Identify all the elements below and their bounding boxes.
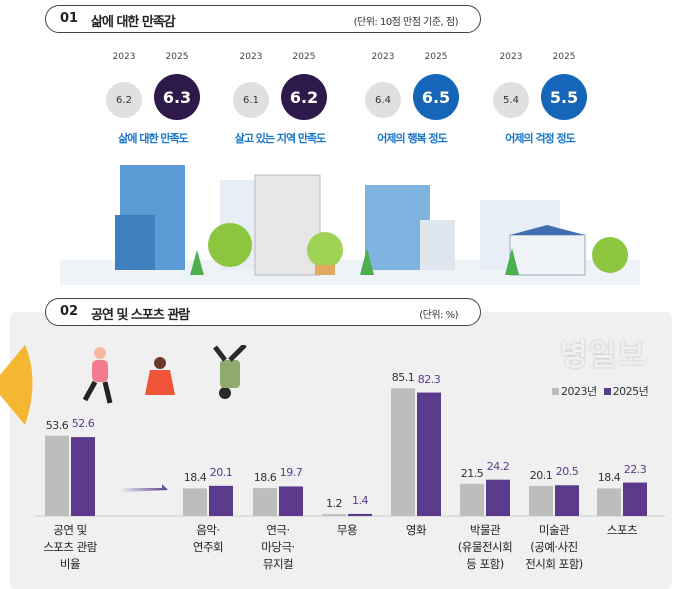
arrow-icon	[120, 484, 168, 492]
year-2025-label: 2025	[424, 52, 448, 62]
bar-2025년-4	[417, 392, 441, 516]
category-label: 연극· 마당극· 뮤지컬	[261, 523, 295, 571]
section1-number: 01	[60, 11, 79, 26]
year-2023-label: 2023	[239, 52, 263, 62]
year-2023-label: 2023	[499, 52, 523, 62]
bar-2025년-5	[486, 479, 510, 516]
watermark: 병일보	[560, 338, 646, 373]
metric-2: 2023 2025 6.4 6.5 어제의 행복 정도	[357, 52, 467, 145]
city-illustration	[60, 165, 640, 285]
year-2025-label: 2025	[552, 52, 576, 62]
dancers-illustration	[82, 345, 247, 404]
data-label: 20.1	[209, 465, 233, 479]
bar-2025년-3	[348, 513, 372, 516]
bar-2025년-1	[209, 485, 233, 516]
section2-header: 02 공연 및 스포츠 관람 (단위: %)	[45, 298, 481, 326]
year-2025-label: 2025	[165, 52, 189, 62]
metric-1: 2023 2025 6.1 6.2 살고 있는 지역 만족도	[225, 52, 335, 145]
bar-2023년-2	[253, 488, 277, 516]
data-label: 21.5	[460, 466, 484, 480]
chart-legend: 2023년 2025년	[552, 383, 649, 399]
section1-header: 01 삶에 대한 만족감 (단위: 10점 만점 기준, 점)	[45, 5, 481, 33]
data-label: 20.5	[555, 465, 579, 479]
bar-2025년-2	[279, 486, 303, 516]
section2-title: 공연 및 스포츠 관람	[91, 308, 190, 323]
data-label: 24.2	[486, 459, 510, 473]
data-label: 1.2	[326, 497, 343, 511]
data-label: 20.1	[529, 468, 553, 482]
bar-2023년-4	[391, 388, 415, 516]
category-label: 음악· 연주회	[192, 523, 224, 554]
data-label: 1.4	[352, 493, 369, 507]
section2-number: 02	[60, 304, 79, 319]
category-label: 영화	[405, 523, 427, 537]
legend-label-2023: 2023년	[561, 385, 597, 398]
metric-label: 삶에 대한 만족도	[118, 132, 189, 145]
data-label: 18.4	[183, 471, 207, 485]
category-label: 박물관 (유물전시회 등 포함)	[457, 523, 513, 571]
value-2025-circle: 6.3	[154, 74, 200, 120]
value-2025-circle: 5.5	[541, 74, 587, 120]
legend-swatch-2023	[552, 388, 559, 395]
value-2023-circle: 5.4	[493, 82, 529, 118]
bar-2023년-5	[460, 483, 484, 516]
data-label: 52.6	[71, 417, 95, 431]
data-label: 19.7	[279, 466, 303, 480]
year-2023-label: 2023	[112, 52, 136, 62]
data-label: 18.6	[253, 471, 277, 485]
bar-2023년-6	[529, 485, 553, 516]
bar-2025년-0	[71, 437, 95, 516]
bar-2023년-3	[322, 514, 346, 516]
value-2025-circle: 6.2	[281, 74, 327, 120]
metric-label: 살고 있는 지역 만족도	[234, 132, 327, 145]
trumpet-icon	[0, 345, 33, 425]
metric-label: 어제의 행복 정도	[377, 132, 448, 145]
value-2023-circle: 6.1	[233, 82, 269, 118]
bar-2025년-7	[623, 482, 647, 516]
section2-unit: (단위: %)	[419, 310, 458, 321]
year-2025-label: 2025	[292, 52, 316, 62]
category-label: 공연 및 스포츠 관람 비율	[43, 523, 97, 571]
metric-label: 어제의 걱정 정도	[505, 132, 576, 145]
category-label: 미술관 (공예·사진 전시회 포함)	[525, 523, 583, 571]
data-label: 82.3	[417, 372, 441, 386]
legend-label-2025: 2025년	[612, 385, 649, 398]
legend-swatch-2025	[603, 388, 611, 395]
bar-2023년-0	[45, 435, 69, 516]
section1-title: 삶에 대한 만족감	[91, 15, 176, 30]
value-2023-circle: 6.4	[365, 82, 401, 118]
section1-unit: (단위: 10점 만점 기준, 점)	[353, 17, 459, 28]
value-2025-circle: 6.5	[413, 74, 459, 120]
bar-2023년-7	[597, 488, 621, 516]
value-2023-circle: 6.2	[106, 82, 142, 118]
metric-0: 2023 2025 6.2 6.3 삶에 대한 만족도	[98, 52, 208, 145]
data-label: 18.4	[597, 471, 621, 485]
data-label: 85.1	[391, 371, 415, 385]
metric-3: 2023 2025 5.4 5.5 어제의 걱정 정도	[485, 52, 595, 145]
data-label: 22.3	[623, 462, 647, 476]
chart-panel	[10, 312, 672, 589]
category-label: 스포츠	[606, 523, 638, 537]
year-2023-label: 2023	[371, 52, 395, 62]
bar-2025년-6	[555, 485, 579, 516]
bar-2023년-1	[183, 488, 207, 516]
category-label: 무용	[336, 523, 358, 537]
data-label: 53.6	[45, 418, 69, 432]
